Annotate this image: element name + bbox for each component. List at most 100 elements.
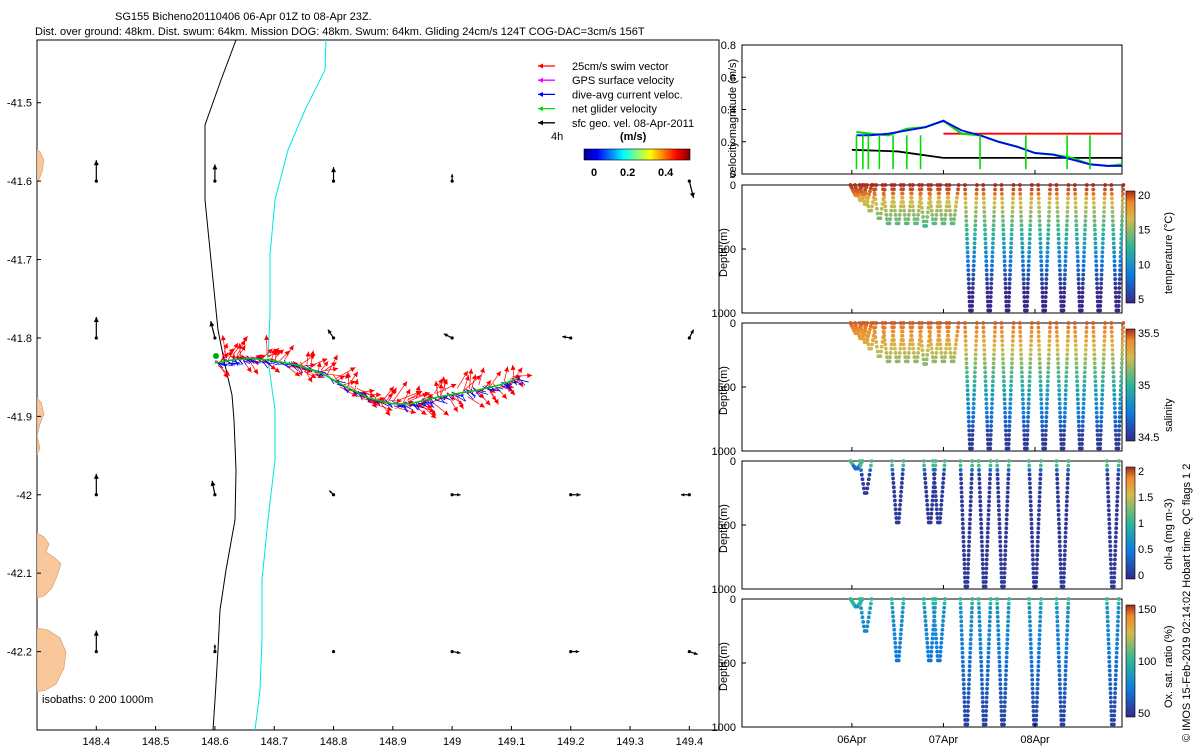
velocity-arrow: [450, 174, 454, 183]
profile-sample: [1021, 277, 1026, 281]
profile-sample: [891, 485, 896, 490]
velocity-arrow: [93, 160, 99, 183]
depth-ylabel: Depth (m): [718, 366, 730, 415]
profile-sample: [967, 664, 972, 669]
profile-sample: [970, 433, 975, 437]
profile-sample: [1102, 347, 1106, 352]
profile-sample: [1062, 709, 1066, 713]
profile-sample: [977, 610, 982, 615]
profile-sample: [930, 350, 935, 355]
profile-sample: [1065, 490, 1070, 495]
profile-sample: [1074, 352, 1078, 357]
profile-sample: [1038, 241, 1043, 246]
profile-sample: [1077, 428, 1081, 433]
profile-sample: [889, 183, 894, 187]
profile-sample: [939, 212, 944, 217]
profile-sample: [1055, 619, 1060, 624]
profile-sample: [1005, 637, 1010, 642]
profile-sample: [1113, 277, 1118, 281]
profile-sample: [942, 601, 947, 606]
profile-sample: [882, 195, 887, 200]
profile-sample: [958, 459, 963, 463]
profile-sample: [1120, 214, 1125, 219]
swim-vector: [415, 385, 421, 399]
profile-sample: [1092, 227, 1097, 232]
section-colorbar: [1125, 190, 1136, 304]
profile-sample: [975, 321, 979, 325]
profile-sample: [1091, 192, 1096, 196]
profile-sample: [960, 650, 965, 655]
profile-sample: [1038, 374, 1043, 379]
profile-sample: [1065, 615, 1070, 619]
profile-sample: [966, 406, 971, 411]
profile-sample: [953, 346, 958, 351]
profile-sample: [1054, 330, 1059, 334]
profile-sample: [1083, 361, 1088, 366]
profile-sample: [1063, 682, 1067, 687]
profile-sample: [1080, 299, 1085, 304]
profile-sample: [887, 359, 892, 364]
profile-sample: [964, 370, 969, 375]
swim-vector: [441, 376, 447, 392]
profile-sample: [894, 217, 899, 222]
profile-sample: [1046, 361, 1051, 366]
profile-sample: [1114, 664, 1119, 669]
profile-sample: [986, 659, 991, 664]
profile-sample: [966, 548, 971, 553]
section-colorbar: [1125, 466, 1136, 580]
velocity-ytick-label: 0.6: [721, 72, 736, 84]
swim-vector: [422, 402, 437, 416]
profile-sample: [989, 415, 994, 419]
profile-sample: [866, 204, 871, 209]
profile-sample: [926, 187, 931, 192]
depth-tick-label: 0: [730, 594, 736, 606]
profile-sample: [1011, 187, 1016, 192]
profile-sample: [1018, 205, 1023, 210]
profile-sample: [1115, 494, 1120, 499]
profile-sample: [1063, 526, 1068, 531]
profile-sample: [1027, 250, 1032, 255]
profile-sample: [924, 627, 929, 632]
profile-sample: [1028, 632, 1033, 637]
profile-sample: [969, 619, 974, 624]
profile-sample: [899, 489, 904, 494]
profile-sample: [1000, 339, 1005, 343]
profile-sample: [868, 606, 873, 611]
profile-sample: [1018, 201, 1023, 205]
swim-vector: [449, 398, 459, 413]
profile-sample: [997, 655, 1002, 660]
profile-sample: [979, 521, 984, 526]
profile-sample: [866, 342, 871, 347]
profile-sample: [1099, 272, 1104, 277]
profile-sample: [1056, 370, 1061, 375]
profile-sample: [1045, 245, 1050, 250]
profile-sample: [861, 333, 865, 338]
profile-sample: [1040, 277, 1044, 281]
profile-sample: [1113, 286, 1118, 290]
profile-sample: [890, 191, 895, 196]
profile-sample: [1093, 383, 1098, 388]
profile-sample: [1080, 437, 1085, 442]
profile-sample: [963, 183, 967, 187]
profile-sample: [1118, 268, 1122, 273]
profile-sample: [859, 610, 864, 615]
profile-sample: [1043, 304, 1048, 308]
profile-sample: [1121, 187, 1126, 192]
profile-sample: [866, 615, 871, 620]
profile-sample: [932, 614, 937, 619]
swim-vector: [420, 403, 437, 419]
profile-sample: [888, 212, 893, 217]
profile-sample: [1095, 433, 1100, 437]
profile-sample: [1028, 227, 1032, 232]
legend-swatch-arrow: [538, 106, 555, 112]
profile-sample: [1029, 668, 1034, 673]
profile-sample: [1030, 539, 1035, 544]
profile-sample: [901, 597, 906, 601]
profile-sample: [1064, 646, 1069, 651]
profile-sample: [891, 614, 895, 619]
profile-sample: [1058, 419, 1063, 424]
profile-sample: [1010, 214, 1015, 219]
profile-sample: [1038, 379, 1043, 384]
profile-sample: [1048, 325, 1052, 330]
